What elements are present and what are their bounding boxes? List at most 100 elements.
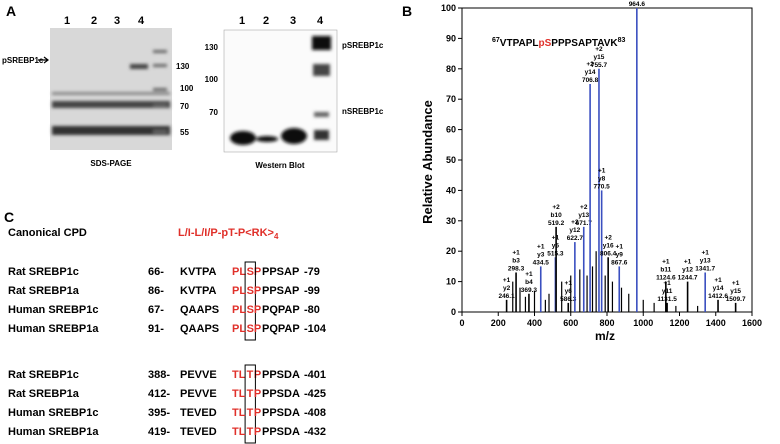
gel-title: Western Blot [255,161,305,170]
peak-charge: +2 [586,61,594,68]
end-pos: -80 [304,304,320,316]
motif: P [254,266,261,278]
lane-label: 4 [138,15,145,27]
end-pos: -104 [304,323,327,335]
protein-name: Rat SREBP1c [8,369,79,381]
motif-site: T [247,426,254,438]
motif: TL [232,426,246,438]
canonical-name: Canonical CPD [8,227,87,239]
site-box [244,364,256,444]
motif: PL [232,266,246,278]
x-tick-label: 200 [491,318,506,328]
seq: PQPAP [262,304,300,316]
motif: L/I-L/I/P-pT-P<RK> [178,227,274,239]
seq: PQPAP [262,323,300,335]
marker-label: 70 [180,102,189,111]
peak-mz: 298.3 [508,265,525,272]
peak-mz: 867.6 [611,259,628,266]
peak-charge: +1 [537,243,545,250]
motif-sub: 4 [274,232,279,241]
start-pos: 91- [148,323,164,335]
motif: P [254,388,261,400]
marker-label: 100 [180,84,194,93]
seq: PPSDA [262,388,300,400]
start-pos: 67- [148,304,164,316]
y-tick-label: 100 [441,3,456,13]
sds-gel [50,28,172,150]
protein-name: Human SREBP1c [8,304,98,316]
x-tick-label: 1000 [633,318,653,328]
peak-ion: y12 [569,227,580,234]
peak-ion: y14 [585,69,596,76]
start-pos: 395- [148,407,170,419]
peak-mz: 1244.7 [678,275,698,282]
start-pos: 412- [148,388,170,400]
peak-charge: +2 [580,204,588,211]
x-tick-label: 600 [563,318,578,328]
motif: PL [232,285,246,297]
peak-charge: +1 [503,277,511,284]
peak-mz: 586.3 [560,296,577,303]
peptide-site: pS [539,38,552,49]
y-tick-label: 90 [446,33,456,43]
peak-ion: y11 [662,288,673,295]
peak-mz: 1412.6 [708,293,728,300]
y-tick-label: 20 [446,246,456,256]
marker-label: 70 [209,108,218,117]
peak-charge: +1 [598,167,606,174]
peptide-seq: VTPAPL [500,38,539,49]
motif: PL [232,323,246,335]
western-blot [223,29,338,153]
peak-ion: y13 [700,257,711,264]
arrow [38,56,49,64]
peak-charge: +1 [714,277,722,284]
y-tick-label: 50 [446,155,456,165]
y-tick-label: 30 [446,216,456,226]
protein-name: Rat SREBP1c [8,266,79,278]
start-pos: 66- [148,266,164,278]
peak-mz: 1341.7 [695,265,715,272]
peptide: 67VTPAPLpSPPPSAPTAVK83 [492,37,626,49]
motif: TL [232,388,246,400]
peak-mz: 806.4 [600,250,617,257]
marker-label: 55 [180,128,189,137]
lane-label: 3 [114,15,120,27]
seq: KVTPA [180,266,217,278]
seq: PEVVE [180,388,217,400]
peak-ion: b10 [551,212,563,219]
marker-label: 100 [205,75,219,84]
peak-charge: +1 [525,271,533,278]
band-label: pSREBP1c [2,56,44,65]
canonical-motif: L/I-L/I/P-pT-P<RK>4 [178,227,279,241]
panel-letter: A [6,3,16,19]
y-tick-label: 60 [446,125,456,135]
peak-mz: 755.7 [591,62,608,69]
seq: QAAPS [180,304,219,316]
peak-mz: 519.2 [548,220,565,227]
motif: P [254,304,261,316]
marker-label: 130 [205,43,219,52]
panel-letter: B [402,3,412,19]
start-pos: 86- [148,285,164,297]
protein-name: Rat SREBP1a [8,388,80,400]
spectrum: m/z Relative Abundance 67VTPAPLpSPPPSAPT… [420,1,762,343]
motif: TL [232,369,246,381]
motif-site: T [247,369,254,381]
peak-ion: y15 [730,288,741,295]
end-pos: -425 [304,388,326,400]
peak-charge: +1 [565,280,573,287]
lane-label: 1 [64,15,70,27]
x-tick-label: 1200 [669,318,689,328]
lane-label: 2 [263,15,269,27]
lane-label: 2 [91,15,97,27]
x-tick-label: 0 [459,318,464,328]
peak-ion: y9 [616,251,624,258]
peptide-end: 83 [618,37,626,44]
peak-charge: +1 [701,249,709,256]
peak-mz: 246.1 [498,293,515,300]
peak-charge: +1 [662,259,670,266]
peak-ion: b3 [512,257,520,264]
peak-ion: y13 [578,212,589,219]
seq: PPSDA [262,369,300,381]
